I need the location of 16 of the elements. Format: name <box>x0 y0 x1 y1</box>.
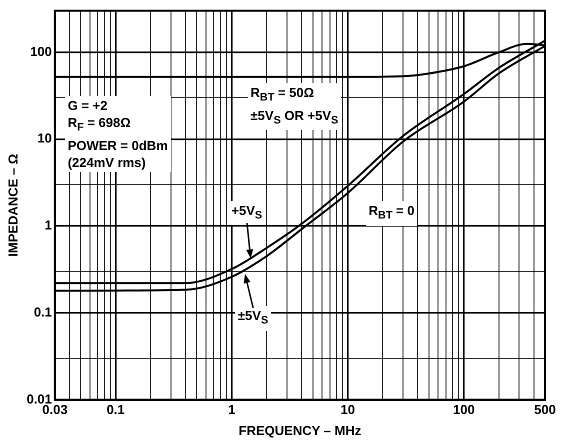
x-tick-label: 0.1 <box>106 402 125 418</box>
y-tick-label: 10 <box>37 130 52 146</box>
y-tick-label: 1 <box>44 218 52 233</box>
y-tick-label: 0.1 <box>34 304 52 320</box>
x-tick-label: 10 <box>340 402 356 418</box>
x-tick-label: 1 <box>228 402 236 418</box>
annotation: ±5V$_{S}$ <box>234 306 272 331</box>
x-tick-label: 100 <box>453 402 475 418</box>
annotation: R$_{BT}$ = 50Ω ±5V$_{S}$ OR +5V$_{S}$ <box>248 82 342 130</box>
annotation: R$_{BT}$ = 0 <box>366 201 418 226</box>
annotation: +5V$_{S}$ <box>228 200 266 226</box>
annotation: G = +2 R$_{F}$ = 698Ω POWER = 0dBm (224mV rms) <box>64 96 171 172</box>
x-axis-title: FREQUENCY – MHz <box>238 422 362 438</box>
y-axis-title: IMPEDANCE – Ω <box>5 154 20 257</box>
y-tick-label: 100 <box>30 44 52 59</box>
x-tick-label: 500 <box>534 402 556 418</box>
